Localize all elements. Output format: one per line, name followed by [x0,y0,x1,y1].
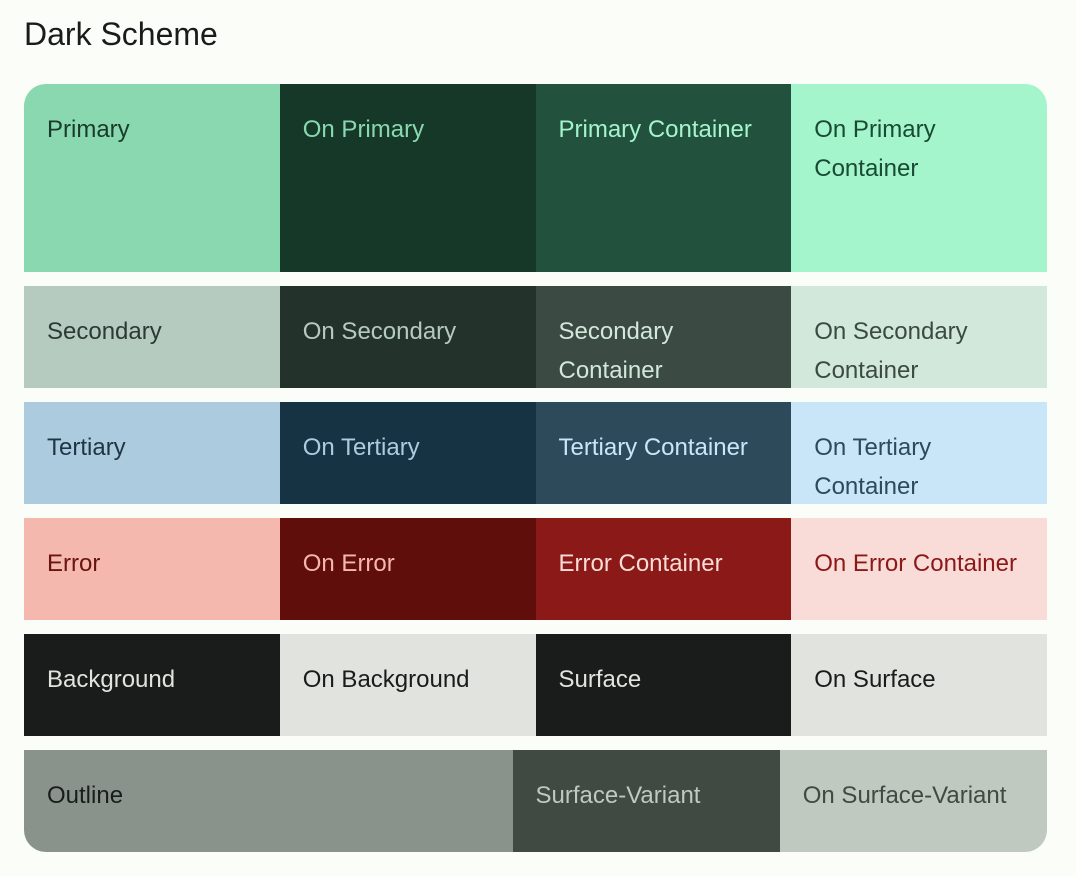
color-row: Error On Error Error Container On Error Con… [24,518,1047,620]
color-swatch-secondary: Secondary [24,286,280,388]
color-swatch-secondary-container: Secondary Container [535,286,792,388]
color-row: Background On Background Surface On Surface [24,634,1047,736]
color-swatch-on-tertiary: On Tertiary [279,402,536,504]
color-swatch-on-tertiary-container: On Tertiary Container [791,402,1047,504]
color-scheme-grid: Primary On Primary Primary Container On Pri… [24,84,1047,852]
color-row: Primary On Primary Primary Container On Pri… [24,84,1047,272]
color-row: Secondary On Secondary Secondary Container… [24,286,1047,388]
color-swatch-surface: Surface [535,634,792,736]
color-swatch-on-secondary-container: On Secondary Container [791,286,1047,388]
color-swatch-on-error: On Error [279,518,536,620]
color-swatch-on-error-container: On Error Container [791,518,1047,620]
row-gap [24,504,1047,518]
color-swatch-on-secondary: On Secondary [279,286,536,388]
color-swatch-on-surface: On Surface [791,634,1047,736]
row-gap [24,736,1047,750]
color-swatch-tertiary: Tertiary [24,402,280,504]
color-swatch-error: Error [24,518,280,620]
color-swatch-on-primary: On Primary [279,84,536,272]
color-swatch-on-surface-variant: On Surface-Variant [779,750,1047,852]
color-swatch-surface-variant: Surface-Variant [512,750,780,852]
color-swatch-error-container: Error Container [535,518,792,620]
color-swatch-primary-container: Primary Container [535,84,792,272]
row-gap [24,272,1047,286]
color-swatch-background: Background [24,634,280,736]
color-row: Outline Surface-Variant On Surface-Variant [24,750,1047,852]
color-swatch-outline: Outline [24,750,513,852]
color-swatch-primary: Primary [24,84,280,272]
color-row: Tertiary On Tertiary Tertiary Container On … [24,402,1047,504]
color-swatch-on-primary-container: On Primary Container [791,84,1047,272]
row-gap [24,620,1047,634]
page-title: Dark Scheme [24,16,218,52]
color-swatch-tertiary-container: Tertiary Container [535,402,792,504]
color-swatch-on-background: On Background [279,634,536,736]
row-gap [24,388,1047,402]
